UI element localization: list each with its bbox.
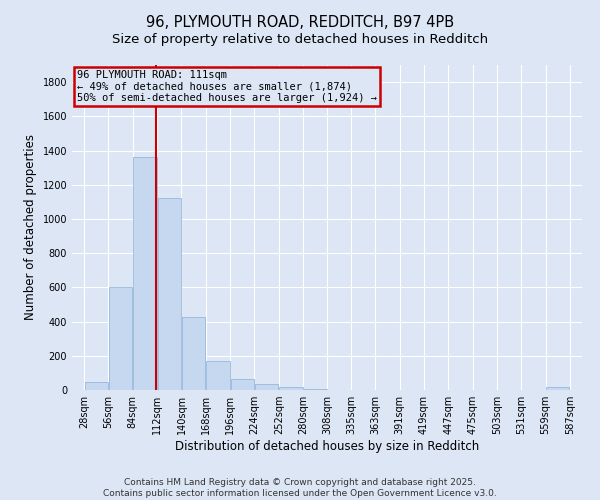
Bar (255, 384, 278, 390)
Bar (206, 361, 230, 390)
Bar (158, 198, 181, 390)
Text: 96 PLYMOUTH ROAD: 111sqm
← 49% of detached houses are smaller (1,874)
50% of sem: 96 PLYMOUTH ROAD: 111sqm ← 49% of detach… (77, 70, 377, 103)
Text: Contains HM Land Registry data © Crown copyright and database right 2025.
Contai: Contains HM Land Registry data © Crown c… (103, 478, 497, 498)
Bar (133, 156, 157, 390)
Text: 96, PLYMOUTH ROAD, REDDITCH, B97 4PB: 96, PLYMOUTH ROAD, REDDITCH, B97 4PB (146, 15, 454, 30)
X-axis label: Distribution of detached houses by size in Redditch: Distribution of detached houses by size … (175, 440, 479, 453)
Bar (230, 379, 254, 390)
Y-axis label: Number of detached properties: Number of detached properties (24, 134, 37, 320)
Bar (182, 318, 205, 390)
Bar (85, 382, 108, 390)
Bar (279, 388, 302, 390)
Text: Size of property relative to detached houses in Redditch: Size of property relative to detached ho… (112, 32, 488, 46)
Bar (304, 389, 327, 390)
Bar (109, 286, 133, 390)
Bar (546, 388, 569, 390)
